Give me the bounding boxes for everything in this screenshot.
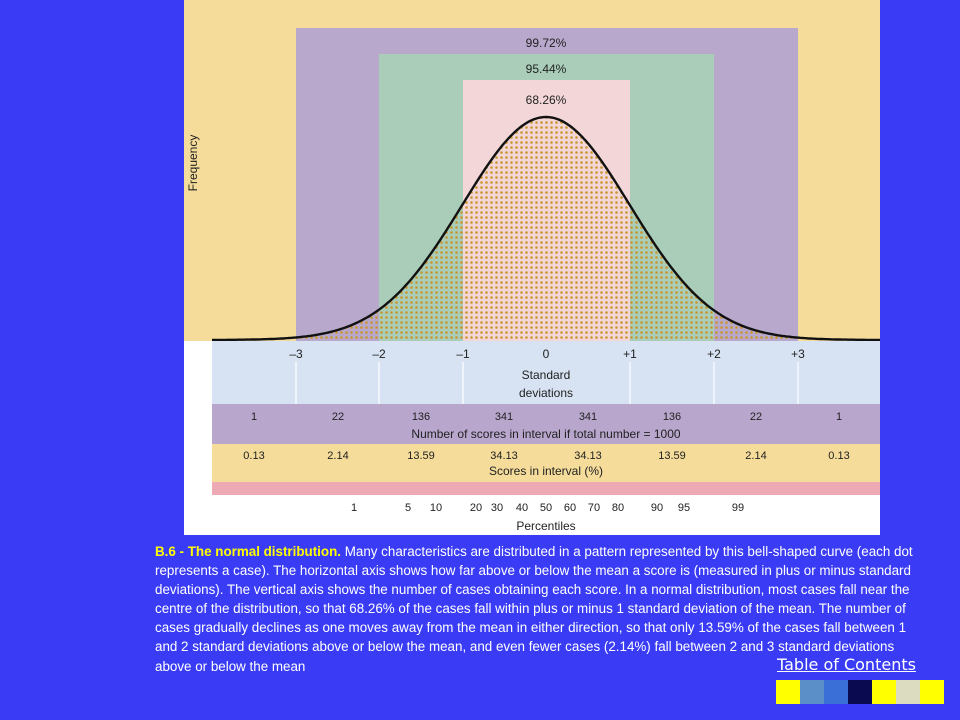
caption-body: Many characteristics are distributed in … (155, 544, 913, 674)
percentile-tick: 10 (430, 502, 442, 514)
bell-curve-dots (212, 117, 880, 341)
count-value: 22 (750, 411, 762, 423)
percents-row (212, 444, 880, 482)
percentile-tick: 30 (491, 502, 503, 514)
yellow-nav-button[interactable] (920, 680, 944, 704)
sd-tick: 0 (543, 347, 550, 361)
percentile-tick: 50 (540, 502, 552, 514)
beige-nav-button[interactable] (896, 680, 920, 704)
figure-caption: B.6 - The normal distribution. Many char… (155, 542, 915, 676)
percent-value: 2.14 (327, 450, 348, 462)
percentile-tick: 95 (678, 502, 690, 514)
area-label-three-sd: 99.72% (526, 36, 567, 50)
percentile-tick: 20 (470, 502, 482, 514)
sd-tick: –3 (289, 347, 303, 361)
percentile-tick: 90 (651, 502, 663, 514)
sd-tick-labels: –3 –2 –1 0 +1 +2 +3 (289, 347, 805, 361)
percent-value: 0.13 (243, 450, 264, 462)
y-axis-label: Frequency (186, 135, 200, 192)
percent-value: 13.59 (407, 450, 435, 462)
count-value: 1 (251, 411, 257, 423)
bell-curve (212, 115, 880, 342)
area-label-one-sd: 68.26% (526, 93, 567, 107)
sd-tick: +2 (707, 347, 721, 361)
sd-tick: –2 (372, 347, 386, 361)
percentile-tick: 80 (612, 502, 624, 514)
yellow-nav-button[interactable] (872, 680, 896, 704)
caption-title: B.6 - The normal distribution. (155, 544, 341, 559)
sd-tick: –1 (456, 347, 470, 361)
count-value: 1 (836, 411, 842, 423)
counts-values: 1 22 136 341 341 136 22 1 (251, 411, 842, 423)
percentile-tick: 99 (732, 502, 744, 514)
percentile-tick: 5 (405, 502, 411, 514)
sd-tick: +1 (623, 347, 637, 361)
navy-nav-button[interactable] (848, 680, 872, 704)
percent-value: 13.59 (658, 450, 686, 462)
figure-svg: 99.72% 95.44% 68.26% Frequency –3 –2 –1 … (184, 0, 880, 533)
percents-values: 0.13 2.14 13.59 34.13 34.13 13.59 2.14 0… (243, 450, 849, 462)
percent-value: 0.13 (828, 450, 849, 462)
percents-label: Scores in interval (%) (489, 464, 603, 478)
percentile-tick: 70 (588, 502, 600, 514)
table-of-contents-link[interactable]: Table of Contents (777, 655, 916, 674)
percentile-row (212, 482, 880, 495)
area-label-two-sd: 95.44% (526, 62, 567, 76)
steelblue-nav-button[interactable] (800, 680, 824, 704)
count-value: 341 (495, 411, 513, 423)
sd-axis-label-line2: deviations (519, 386, 573, 400)
count-value: 341 (579, 411, 597, 423)
percent-value: 2.14 (745, 450, 766, 462)
normal-distribution-figure: 99.72% 95.44% 68.26% Frequency –3 –2 –1 … (184, 0, 880, 535)
yellow-nav-button[interactable] (776, 680, 800, 704)
count-value: 136 (663, 411, 681, 423)
slide-nav-buttons (776, 680, 944, 704)
percentile-tick: 40 (516, 502, 528, 514)
count-value: 136 (412, 411, 430, 423)
blue-nav-button[interactable] (824, 680, 848, 704)
percentile-tick: 1 (351, 502, 357, 514)
percentile-tick: 60 (564, 502, 576, 514)
sd-tick: +3 (791, 347, 805, 361)
percent-value: 34.13 (574, 450, 602, 462)
percent-value: 34.13 (490, 450, 518, 462)
percentiles-label: Percentiles (516, 519, 575, 533)
counts-row (212, 404, 880, 444)
sd-row (212, 341, 880, 404)
percentile-tick-labels: 1 5 10 20 30 40 50 60 70 80 90 95 99 (351, 502, 744, 514)
sd-axis-label-line1: Standard (522, 368, 571, 382)
count-value: 22 (332, 411, 344, 423)
counts-label: Number of scores in interval if total nu… (411, 427, 680, 441)
